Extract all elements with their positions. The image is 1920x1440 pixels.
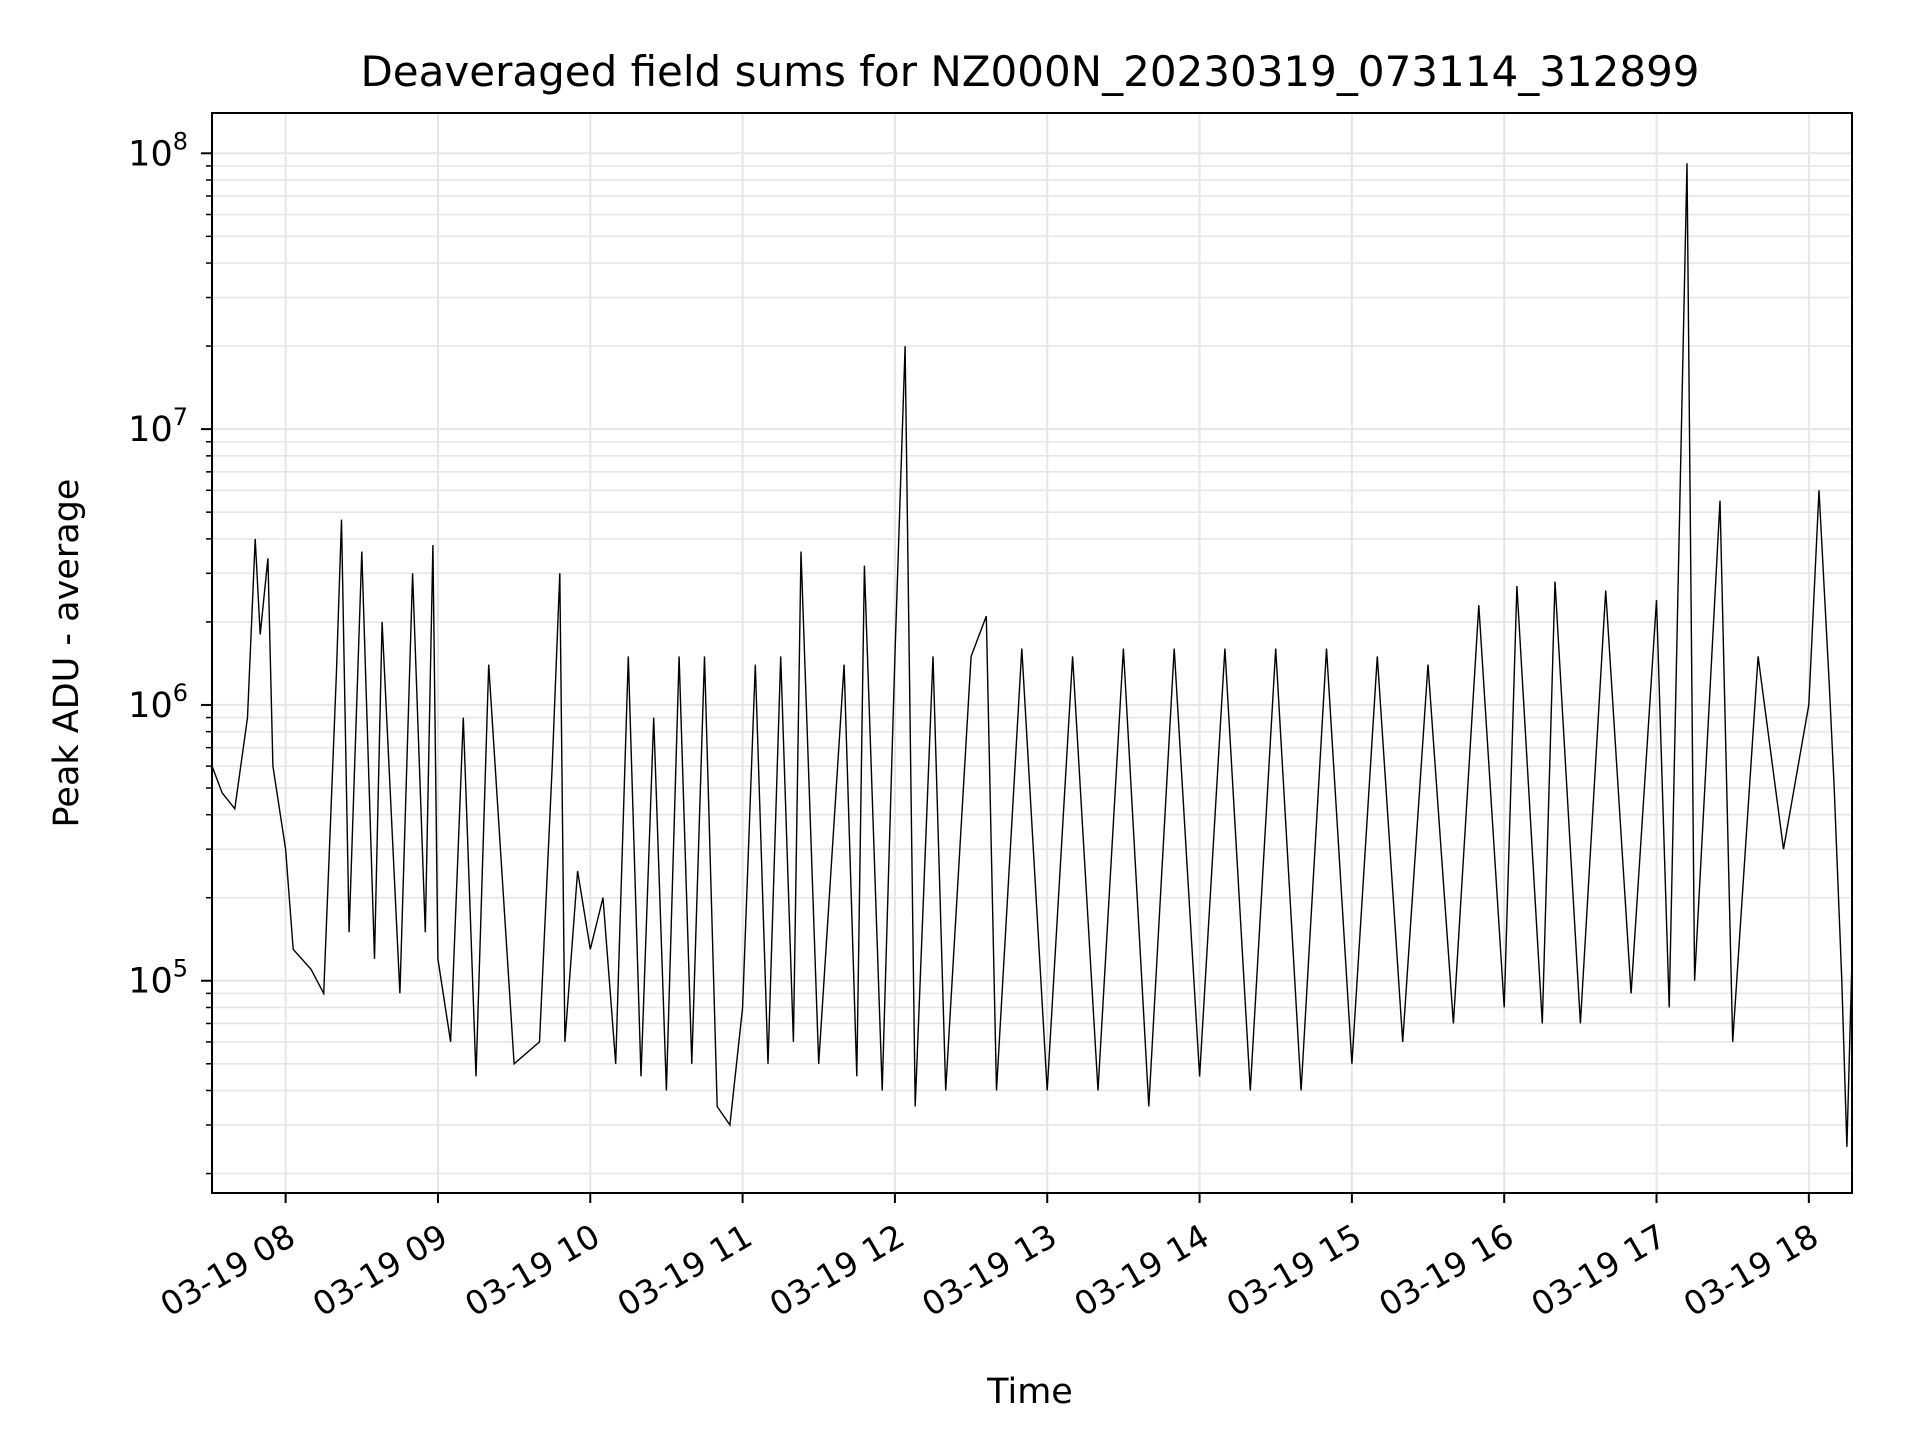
y-axis-label: Peak ADU - average (47, 479, 87, 828)
x-tick-label: 03-19 16 (1372, 1216, 1520, 1324)
x-tick-label: 03-19 13 (915, 1216, 1063, 1324)
y-tick-label: 106 (128, 679, 188, 726)
grid-layer (212, 113, 1852, 1193)
x-axis: 03-19 08 03-19 09 03-19 10 03-19 11 03-19 12… (154, 1193, 1825, 1324)
line-layer (211, 163, 1853, 1147)
x-tick-label: 03-19 08 (154, 1216, 302, 1324)
x-tick-label: 03-19 15 (1220, 1216, 1368, 1324)
series-line (211, 163, 1853, 1147)
y-tick-label: 107 (128, 403, 188, 450)
plot-frame (211, 112, 1853, 1194)
x-tick-label: 03-19 11 (611, 1216, 759, 1324)
x-tick-label: 03-19 10 (458, 1216, 606, 1324)
y-tick-label: 105 (128, 955, 188, 1002)
y-tick-label: 108 (128, 127, 188, 174)
chart-title: Deaveraged field sums for NZ000N_2023031… (360, 47, 1699, 96)
x-tick-label: 03-19 17 (1525, 1216, 1673, 1324)
x-tick-label: 03-19 12 (763, 1216, 911, 1324)
x-tick-label: 03-19 14 (1068, 1216, 1216, 1324)
x-axis-label: Time (986, 1372, 1073, 1412)
y-axis: 105 106 107 108 (128, 127, 212, 1175)
x-tick-label: 03-19 18 (1677, 1216, 1825, 1324)
x-tick-label: 03-19 09 (306, 1216, 454, 1324)
